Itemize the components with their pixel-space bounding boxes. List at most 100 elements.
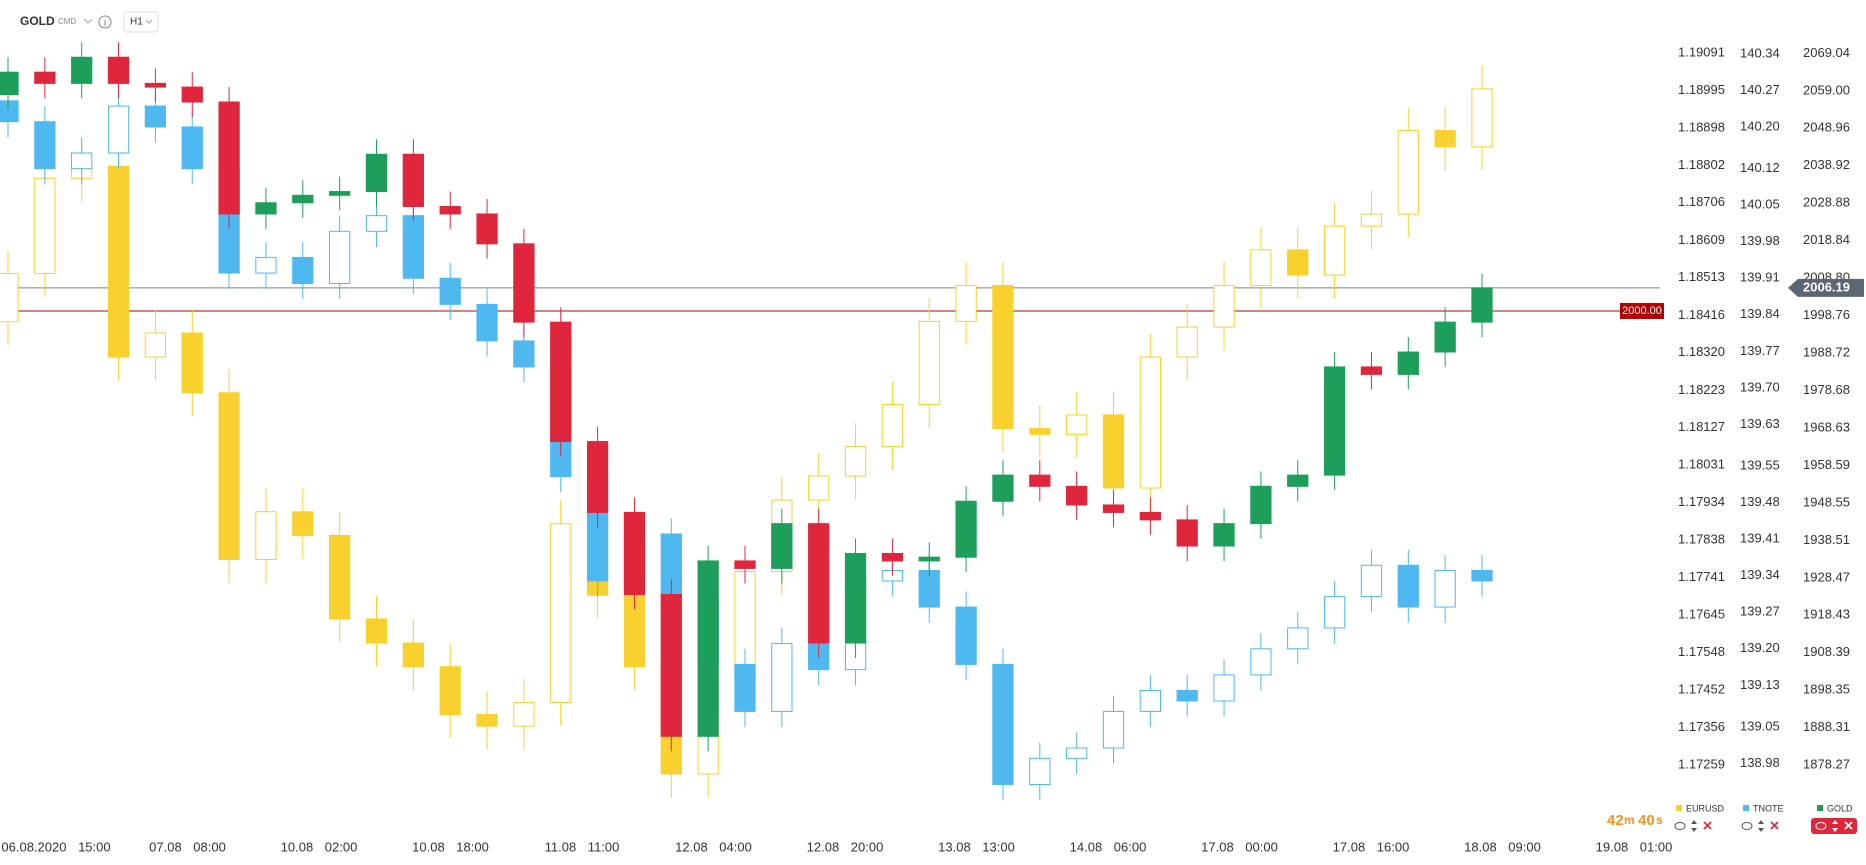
candle-body	[1102, 414, 1125, 489]
y-tick-label: 1.18898	[1678, 120, 1725, 135]
y-tick-label: 139.70	[1740, 379, 1780, 394]
candle-body	[660, 594, 682, 737]
candle-body	[218, 101, 240, 215]
candle-body	[1323, 366, 1346, 476]
timer-part: 42	[1607, 812, 1624, 829]
candle-body	[107, 105, 130, 154]
candle-body	[476, 303, 498, 342]
y-tick-label: 1968.63	[1803, 419, 1850, 434]
candle-body	[1434, 130, 1456, 148]
candle-body	[0, 273, 19, 323]
y-tick-label: 1898.35	[1803, 682, 1850, 697]
candle-body	[329, 230, 351, 284]
candle-body	[1471, 287, 1493, 323]
y-tick-label: 139.77	[1740, 343, 1780, 358]
candle-body	[881, 552, 904, 562]
y-tick-label: 1938.51	[1803, 532, 1850, 547]
y-tick-label: 1.17934	[1678, 494, 1725, 509]
reorder-toggle[interactable]	[1691, 820, 1697, 832]
x-tick-label: 10.08 02:00	[281, 839, 358, 854]
y-tick-label: 140.20	[1740, 118, 1780, 133]
y-tick-label: 139.13	[1740, 677, 1780, 692]
y-tick-label: 1.19091	[1678, 45, 1725, 60]
y-tick-label: 1.17259	[1678, 756, 1725, 771]
timer-part: s	[1656, 813, 1663, 827]
y-tick-label: 1.18706	[1678, 194, 1725, 209]
candle-body	[1397, 351, 1419, 375]
candle-body	[292, 194, 314, 204]
y-tick-label: 2059.00	[1803, 82, 1850, 97]
x-tick-label: 12.08 20:00	[807, 839, 884, 854]
x-tick-label: 11.08 11:00	[545, 839, 620, 854]
y-tick-label: 2048.96	[1803, 120, 1850, 135]
price-line-label: 2000.00	[1622, 305, 1662, 317]
candle-body	[255, 511, 277, 560]
info-icon[interactable]	[98, 15, 112, 29]
candle-body	[365, 153, 388, 193]
y-tick-label: 139.84	[1740, 306, 1780, 321]
candle-body	[771, 523, 793, 569]
candle-body	[918, 320, 940, 405]
y-tick-label: 1.17452	[1678, 681, 1725, 696]
candle-body	[918, 556, 940, 562]
candle-body	[918, 570, 940, 608]
visibility-toggle[interactable]	[1674, 822, 1686, 830]
candle-body	[34, 121, 56, 170]
candle-body	[1102, 710, 1125, 749]
y-tick-label: 140.34	[1740, 45, 1780, 60]
x-tick-label: 17.08 00:00	[1201, 839, 1278, 854]
candle-body	[34, 71, 56, 84]
candle-body	[402, 153, 424, 207]
y-tick-label: 139.63	[1740, 416, 1780, 431]
symbol: GOLD	[20, 14, 55, 28]
candle-body	[1434, 570, 1456, 608]
reorder-toggle[interactable]	[1758, 820, 1764, 832]
interval-arrow	[145, 19, 153, 24]
candle-body	[1287, 474, 1309, 487]
remove-series[interactable]	[1703, 821, 1712, 830]
candle-body	[107, 56, 130, 84]
last-price-badge	[1788, 278, 1864, 297]
visibility-toggle[interactable]	[1815, 822, 1827, 830]
reorder-toggle[interactable]	[1832, 820, 1838, 832]
candle-body	[1434, 321, 1456, 353]
candle-body	[1029, 428, 1051, 435]
y-tick-label: 1978.68	[1803, 382, 1850, 397]
footer: 06.08.2020 15:00 07.08 08:00 10.08 02:00 10…	[1, 803, 1857, 854]
remove-series[interactable]	[1770, 821, 1779, 830]
price-line-badge	[1620, 302, 1664, 319]
visibility-toggle[interactable]	[1741, 822, 1753, 830]
candle-body	[1102, 504, 1125, 513]
y-tick-label: 1908.39	[1803, 644, 1850, 659]
candle-body	[1213, 523, 1235, 547]
y-tick-label: 139.91	[1740, 270, 1780, 285]
candle-body	[292, 256, 314, 284]
candle-body	[1066, 414, 1088, 435]
candle-body	[586, 441, 609, 513]
candle-body	[34, 177, 56, 275]
x-tick-label: 18.08 09:00	[1464, 839, 1541, 854]
candle-body	[844, 445, 867, 477]
y-tick-label: 2038.92	[1803, 157, 1850, 172]
candle-body	[1213, 285, 1235, 328]
legend-label: TNOTE	[1753, 803, 1784, 813]
interval-select[interactable]	[123, 11, 159, 33]
last-price-label: 2006.19	[1803, 279, 1850, 294]
candle-body	[439, 277, 461, 305]
candle-body	[1287, 627, 1309, 650]
y-tick-label: 1958.59	[1803, 457, 1850, 472]
candle-body	[181, 86, 203, 103]
candle-body	[992, 285, 1014, 430]
candle-body	[992, 474, 1014, 502]
dropdown-arrow[interactable]	[83, 18, 93, 24]
candle-body	[550, 523, 572, 703]
candle-body	[1250, 485, 1272, 525]
y-tick-label: 1.17645	[1678, 607, 1725, 622]
y-tick-label: 139.05	[1740, 719, 1780, 734]
candle-body	[771, 643, 793, 712]
remove-series[interactable]	[1844, 821, 1853, 830]
y-tick-label: 1.18609	[1678, 232, 1725, 247]
y-tick-label: 1918.43	[1803, 607, 1850, 622]
candle-body	[808, 475, 830, 501]
candle-body	[365, 618, 388, 644]
